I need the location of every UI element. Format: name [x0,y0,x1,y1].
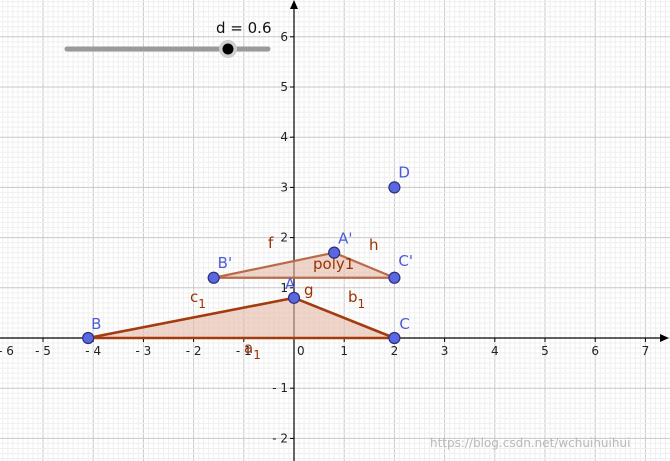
x-tick-label: - 5 [35,344,51,358]
x-tick-label: - 6 [0,344,14,358]
point-b[interactable] [82,331,95,345]
point-label-c-prime: C' [398,252,413,270]
label-f: f [268,234,274,252]
x-tick-label: - 1 [236,344,252,358]
segment-b1[interactable] [292,296,396,340]
x-tick-label: - 3 [136,344,152,358]
slider-label: d = 0.6 [216,19,271,37]
label-g: g [304,281,314,299]
x-axis-arrow [660,334,669,342]
segment-labels: a1 b1 c1 f g h poly1 [190,234,379,362]
x-tick-label: 4 [491,344,499,358]
y-tick-label: 4 [280,130,288,144]
axis-tick-labels: - 6 - 5 - 4 - 3 - 2 - 1 0 1 2 3 4 5 6 7 6 5 4 3 2 1 - 1 - 2 [0,30,649,446]
y-tick-label: 5 [280,80,288,94]
point-label-d: D [398,163,410,181]
segment-h[interactable] [333,251,396,279]
watermark: https://blog.csdn.net/wchuihuihui [430,436,630,450]
points[interactable]: A B C D A' B' C' [82,163,413,345]
x-tick-label: 1 [340,344,348,358]
y-tick-label: 2 [280,231,288,245]
x-tick-label: 0 [297,344,305,358]
label-b1: b1 [348,288,365,311]
point-a[interactable] [287,291,301,304]
x-tick-label: 3 [441,344,449,358]
point-label-b-prime: B' [218,254,232,272]
slider-knob[interactable] [222,43,234,55]
segment-f[interactable] [212,251,336,279]
point-d[interactable] [388,181,401,194]
label-a1: a1 [244,339,261,362]
label-poly1: poly1 [313,255,354,273]
y-tick-label: 6 [280,30,288,44]
triangle-poly1[interactable] [213,252,395,278]
slider-d[interactable]: d = 0.6 [64,19,271,58]
y-tick-label: 1 [280,281,288,295]
point-label-c: C [399,315,409,333]
point-label-b: B [91,315,101,333]
x-tick-label: 6 [591,344,599,358]
polygons[interactable] [86,251,396,340]
x-tick-label: - 4 [85,344,101,358]
label-h: h [369,236,379,254]
point-b-prime[interactable] [207,271,220,284]
y-tick-label: 3 [280,180,288,194]
point-c[interactable] [388,331,401,345]
x-tick-label: 7 [642,344,650,358]
segment-c1[interactable] [86,296,296,340]
y-axis-arrow [290,0,298,9]
x-tick-label: 2 [391,344,399,358]
x-tick-label: - 2 [186,344,202,358]
x-tick-label: 5 [541,344,549,358]
y-tick-label: - 2 [272,431,288,445]
point-c-prime[interactable] [388,271,401,284]
point-a-prime[interactable] [328,246,341,259]
label-c1: c1 [190,288,206,311]
point-label-a: A [285,275,296,293]
point-label-a-prime: A' [338,230,352,248]
y-tick-label: - 1 [272,381,288,395]
